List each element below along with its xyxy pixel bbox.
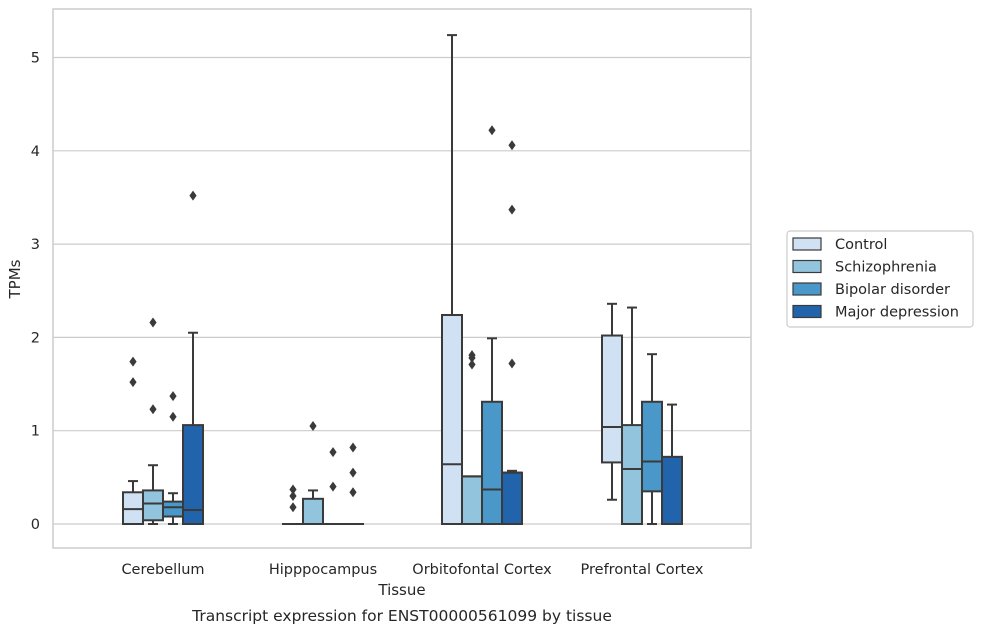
outlier-point [349, 487, 357, 498]
outlier-point [169, 411, 177, 422]
x-tick-label: Hipppocampus [269, 562, 377, 578]
box [162, 391, 184, 525]
box [342, 442, 364, 526]
box-body [142, 489, 164, 522]
outlier-point [129, 377, 137, 388]
legend-label: Major depression [835, 305, 959, 321]
legend-label: Control [835, 237, 887, 253]
outlier-point [488, 125, 496, 136]
outlier-point [169, 391, 177, 402]
legend: Control Schizophrenia Bipolar disorder Majo… [786, 230, 974, 328]
legend-label: Schizophrenia [835, 260, 937, 276]
outlier-point [149, 404, 157, 415]
y-tick-label: 4 [31, 144, 40, 160]
box-body [501, 471, 523, 525]
box [282, 484, 304, 526]
legend-swatch [792, 237, 822, 251]
outlier-point [508, 204, 516, 215]
legend-swatch [792, 304, 822, 319]
outlier-point [309, 421, 317, 432]
outlier-point [129, 356, 137, 367]
outlier-point [149, 317, 157, 328]
y-tick-label: 5 [31, 51, 40, 67]
y-tick-label: 2 [31, 330, 40, 346]
box [461, 350, 483, 525]
chart-caption: Transcript expression for ENST0000056109… [191, 607, 612, 625]
box [481, 125, 503, 526]
box-series [122, 34, 683, 526]
outlier-point [349, 467, 357, 478]
outlier-point [508, 358, 516, 369]
box-body [601, 334, 623, 464]
box [501, 140, 523, 525]
y-tick-label: 3 [31, 237, 40, 253]
series-bipolar-disorder [162, 125, 663, 526]
legend-frame [786, 230, 974, 328]
x-tick-labels: Cerebellum Hipppocampus Orbitofontal Corte… [121, 562, 703, 578]
x-axis-label: Tissue [377, 581, 425, 599]
outlier-point [468, 352, 476, 363]
box [322, 447, 344, 526]
x-tick-label: Prefrontal Cortex [581, 562, 704, 578]
outlier-point [289, 502, 297, 513]
box [142, 317, 164, 525]
box-body [661, 455, 683, 526]
outlier-point [508, 140, 516, 151]
y-tick-label: 0 [31, 517, 40, 533]
outlier-point [329, 447, 337, 458]
box [621, 306, 643, 525]
box-body [641, 400, 663, 493]
legend-swatch [792, 282, 822, 296]
plot-frame [52, 8, 752, 549]
box [601, 302, 623, 501]
box-body [461, 475, 483, 525]
box [182, 190, 204, 525]
box-body [481, 400, 503, 526]
box [122, 356, 144, 526]
outlier-point [349, 442, 357, 453]
box [661, 403, 683, 526]
box [441, 34, 463, 525]
outlier-point [189, 190, 197, 201]
box [302, 421, 324, 525]
outlier-point [289, 484, 297, 495]
legend-label: Bipolar disorder [835, 282, 950, 298]
y-axis-label: TPMs [6, 259, 24, 299]
box-body [621, 424, 643, 525]
x-tick-label: Cerebellum [121, 562, 204, 578]
series-control [122, 34, 623, 526]
series-schizophrenia [142, 306, 643, 525]
outlier-point [329, 481, 337, 492]
box-body [162, 500, 184, 518]
box-body [441, 314, 463, 525]
box [641, 353, 663, 525]
legend-swatch [792, 259, 822, 274]
outlier-point [468, 359, 476, 370]
box-body [302, 497, 324, 525]
y-tick-label: 1 [31, 424, 40, 440]
x-tick-label: Orbitofontal Cortex [412, 562, 552, 578]
outlier-point [289, 491, 297, 502]
y-tick-labels: 0 1 2 3 4 5 [31, 51, 40, 534]
series-major-depression [182, 140, 683, 526]
box-body [182, 424, 204, 525]
